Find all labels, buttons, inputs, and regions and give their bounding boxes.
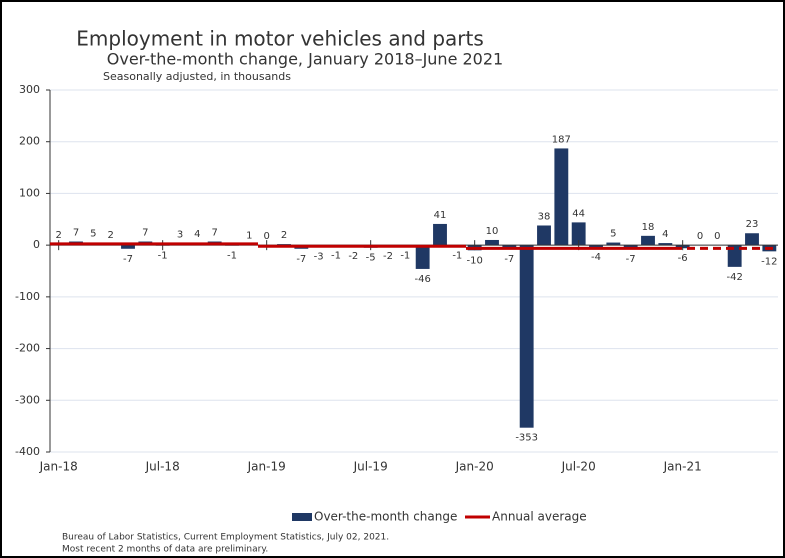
data-label: 7 — [142, 228, 148, 239]
data-label: 0 — [697, 231, 703, 242]
bar — [606, 242, 621, 246]
data-label: -7 — [296, 254, 306, 265]
chart-subtitle: Over-the-month change, January 2018–June… — [107, 50, 503, 69]
data-label: 0 — [263, 231, 269, 242]
data-label: -7 — [626, 254, 636, 265]
source: Bureau of Labor Statistics, Current Empl… — [62, 533, 389, 543]
data-label: -7 — [504, 254, 514, 265]
bar — [571, 222, 586, 246]
x-tick-label: Jan-18 — [39, 460, 78, 474]
data-label: 18 — [642, 222, 655, 233]
data-label: -1 — [331, 251, 341, 262]
x-tick-label: Jan-20 — [455, 460, 494, 474]
data-label: 4 — [662, 229, 668, 240]
data-label: -1 — [452, 251, 462, 262]
data-label: 2 — [281, 230, 287, 241]
data-label: -3 — [314, 252, 324, 263]
y-tick-label: -400 — [15, 445, 40, 458]
data-label: -4 — [591, 252, 601, 263]
bar — [537, 225, 551, 246]
x-tick-label: Jan-19 — [247, 460, 286, 474]
bar — [519, 245, 534, 428]
data-label: -6 — [678, 253, 688, 264]
data-label: -12 — [761, 256, 777, 267]
data-label: 41 — [434, 210, 447, 221]
data-label: 7 — [211, 228, 217, 239]
bar — [485, 239, 499, 246]
data-label: 5 — [610, 229, 616, 240]
bar — [589, 245, 603, 248]
bar — [727, 245, 742, 267]
data-label: 44 — [572, 208, 585, 219]
data-label: -2 — [348, 251, 358, 262]
bar — [554, 148, 569, 246]
bar — [745, 233, 759, 246]
chart-title: Employment in motor vehicles and parts — [76, 27, 484, 51]
data-label: -10 — [466, 255, 482, 266]
bar — [277, 244, 291, 246]
bar — [658, 243, 673, 246]
data-label: -2 — [383, 251, 393, 262]
data-label: 23 — [746, 219, 759, 230]
data-label: 2 — [107, 230, 113, 241]
data-label: -42 — [726, 272, 742, 283]
legend-label: Over-the-month change — [314, 510, 457, 524]
y-tick-label: 200 — [19, 135, 40, 148]
bar — [641, 235, 655, 246]
y-tick-label: -200 — [15, 342, 40, 355]
data-label: -46 — [414, 274, 430, 285]
data-label: -7 — [123, 254, 133, 265]
x-tick-label: Jul-19 — [353, 460, 388, 474]
y-tick-label: 0 — [33, 238, 40, 251]
data-label: 7 — [73, 228, 79, 239]
data-label: 10 — [486, 226, 499, 237]
legend-swatch — [292, 513, 312, 521]
bar — [433, 223, 447, 246]
footnote: Most recent 2 months of data are prelimi… — [62, 545, 268, 555]
data-label: 187 — [552, 134, 571, 145]
data-label: 2 — [55, 230, 61, 241]
data-label: -1 — [227, 251, 237, 262]
legend-label: Annual average — [492, 510, 587, 524]
chart-note: Seasonally adjusted, in thousands — [103, 70, 291, 83]
data-label: -5 — [366, 253, 376, 264]
x-tick-label: Jan-21 — [663, 460, 702, 474]
data-label: -1 — [158, 251, 168, 262]
data-label: 3 — [177, 230, 183, 241]
data-label: 0 — [714, 231, 720, 242]
bar — [121, 245, 135, 249]
data-label: 1 — [246, 231, 252, 242]
y-tick-label: -100 — [15, 290, 40, 303]
data-label: 5 — [90, 229, 96, 240]
data-label: 38 — [538, 211, 551, 222]
bar — [415, 245, 430, 269]
data-label: -1 — [400, 251, 410, 262]
x-tick-label: Jul-20 — [561, 460, 596, 474]
data-label: -353 — [515, 433, 538, 444]
y-tick-label: 300 — [19, 83, 40, 96]
y-tick-label: 100 — [19, 186, 40, 199]
x-tick-label: Jul-18 — [145, 460, 180, 474]
data-label: 4 — [194, 229, 200, 240]
y-tick-label: -300 — [15, 393, 40, 406]
